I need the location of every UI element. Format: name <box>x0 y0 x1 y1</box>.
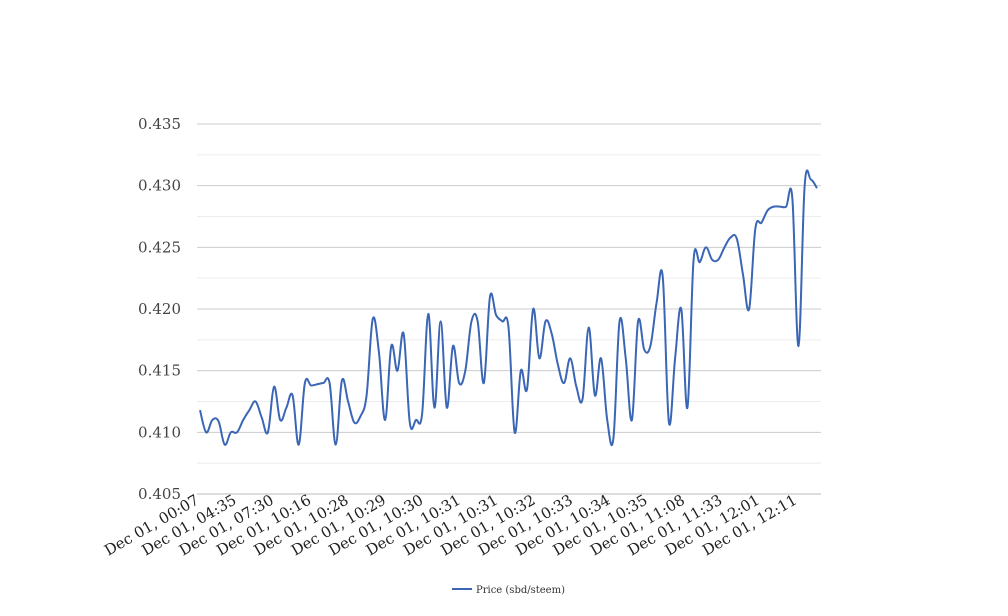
series-line-price <box>199 169 818 447</box>
y-tick-label: 0.415 <box>138 362 181 380</box>
legend: Price (sbd/steem) <box>452 585 565 596</box>
y-axis: 0.405 0.410 0.415 0.420 0.425 0.430 0.435 <box>138 115 181 503</box>
y-tick-label: 0.435 <box>138 115 181 133</box>
y-tick-label: 0.430 <box>138 177 181 195</box>
series-layer <box>199 169 818 447</box>
legend-label-price: Price (sbd/steem) <box>476 585 565 596</box>
grid-lines <box>197 123 821 495</box>
y-tick-label: 0.405 <box>138 485 181 503</box>
y-tick-label: 0.425 <box>138 238 181 256</box>
y-tick-label: 0.420 <box>138 300 181 318</box>
y-tick-label: 0.410 <box>138 423 181 441</box>
